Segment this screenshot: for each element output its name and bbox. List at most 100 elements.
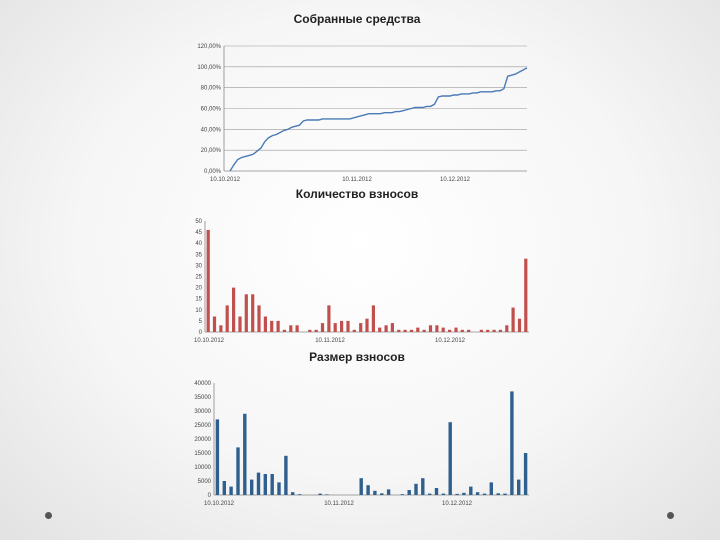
bar: [346, 320, 350, 332]
bar: [270, 320, 274, 332]
y-tick-label: 5000: [198, 479, 212, 485]
y-tick-label: 5: [199, 319, 203, 325]
y-tick-label: 100,00%: [197, 65, 221, 71]
y-tick-label: 0,00%: [204, 169, 222, 175]
bar: [263, 316, 267, 332]
bar: [219, 325, 223, 332]
x-tick-label: 10.10.2012: [204, 501, 235, 507]
bar: [270, 474, 274, 495]
bar: [409, 329, 414, 332]
bar: [206, 229, 210, 332]
y-tick-label: 30: [195, 263, 202, 269]
bar: [496, 493, 500, 495]
bar: [511, 307, 515, 332]
bar: [434, 488, 439, 495]
y-tick-label: 20: [195, 286, 202, 292]
bar: [327, 305, 331, 332]
bar: [250, 479, 254, 495]
bar: [462, 492, 466, 495]
bar: [333, 323, 337, 332]
bar: [479, 329, 483, 332]
y-tick-label: 20000: [194, 437, 211, 443]
chart-title: Собранные средства: [294, 12, 421, 26]
bar: [373, 490, 377, 495]
y-tick-label: 50: [195, 219, 202, 225]
bar: [441, 493, 446, 495]
y-tick-label: 40000: [194, 381, 211, 387]
bullet-left-icon: [45, 512, 52, 519]
bar: [492, 329, 496, 332]
bar: [257, 305, 261, 332]
y-tick-label: 25000: [194, 423, 211, 429]
bar: [291, 492, 295, 495]
bar: [467, 329, 471, 332]
bar: [414, 483, 418, 495]
bar: [277, 482, 281, 495]
bar: [421, 478, 425, 495]
bar: [256, 472, 261, 495]
series-line: [229, 67, 528, 172]
bar: [289, 325, 293, 332]
bar: [359, 323, 363, 332]
chart-title: Количество взносов: [296, 187, 418, 201]
bar: [517, 479, 521, 495]
x-tick-label: 10.12.2012: [435, 338, 466, 344]
bar: [251, 294, 255, 332]
bar: [295, 325, 299, 332]
x-tick-label: 10.12.2012: [440, 177, 471, 183]
y-tick-label: 80,00%: [201, 86, 222, 92]
bar: [352, 329, 356, 332]
bar: [284, 455, 288, 495]
x-tick-label: 10.10.2012: [210, 177, 241, 183]
bar: [469, 486, 473, 495]
bar: [365, 318, 369, 332]
bar: [244, 294, 248, 332]
bar: [403, 329, 407, 332]
bar: [524, 258, 528, 332]
bar: [448, 329, 452, 332]
bar: [386, 489, 391, 495]
bar: [222, 481, 226, 495]
bar: [340, 320, 344, 332]
bar: [282, 329, 286, 332]
chart-title: Размер взносов: [309, 350, 405, 364]
bar: [441, 327, 445, 332]
x-tick-label: 10.12.2012: [442, 501, 473, 507]
bar: [229, 486, 233, 495]
bar: [236, 447, 240, 495]
bar: [215, 419, 220, 495]
x-tick-label: 10.11.2012: [342, 177, 372, 183]
bar: [325, 494, 329, 495]
y-tick-label: 120,00%: [197, 44, 221, 50]
y-tick-label: 0: [199, 330, 203, 336]
y-tick-label: 0: [208, 493, 212, 499]
bar: [407, 490, 411, 495]
x-tick-label: 10.11.2012: [324, 501, 354, 507]
bar: [505, 325, 509, 332]
bar: [422, 329, 426, 332]
bar: [378, 327, 382, 332]
chart-contribution-count: Количество взносов 0 5 10 15 20 25 30 35 40 45 50 1…: [194, 187, 529, 344]
bar: [359, 478, 363, 495]
bar: [397, 329, 401, 332]
bar: [448, 422, 452, 495]
bar: [390, 323, 394, 332]
bar: [225, 305, 229, 332]
bar: [498, 329, 502, 332]
bar: [489, 482, 493, 495]
bar: [314, 329, 318, 332]
bar: [243, 413, 247, 495]
bar: [318, 493, 322, 495]
bar: [510, 391, 514, 495]
y-tick-label: 25: [195, 275, 202, 281]
bar: [276, 320, 280, 332]
y-tick-label: 40,00%: [201, 127, 222, 133]
bar: [435, 325, 439, 332]
bar: [238, 316, 242, 332]
bar: [297, 494, 302, 495]
bar: [454, 327, 458, 332]
y-tick-label: 20,00%: [201, 148, 222, 154]
bar: [503, 493, 507, 495]
y-tick-label: 10000: [194, 465, 211, 471]
